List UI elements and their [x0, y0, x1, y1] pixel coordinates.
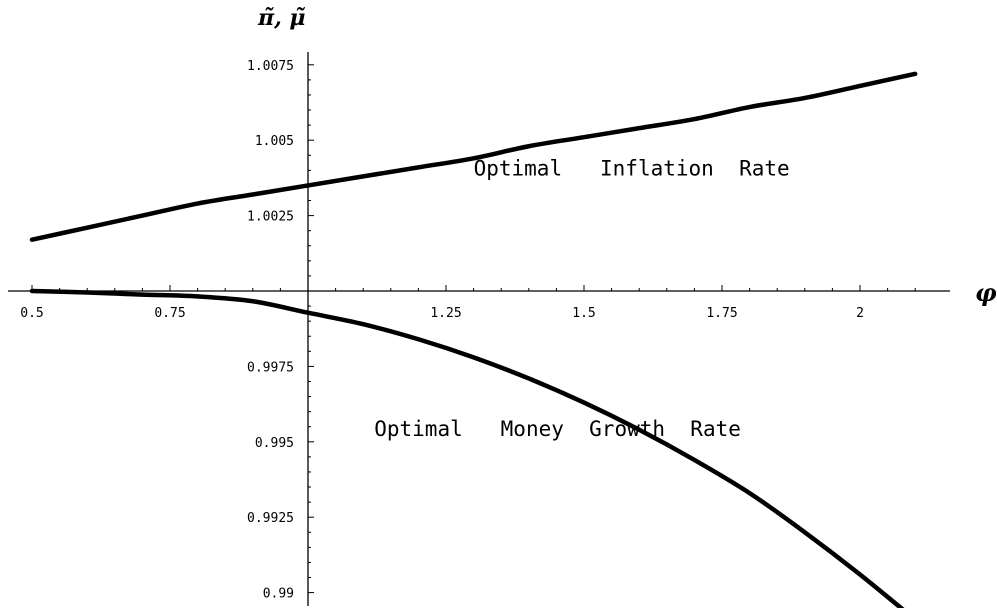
y-tick-label: 1.0025 [247, 210, 294, 225]
x-tick-label: 1.5 [572, 306, 595, 321]
series-line-inflation [29, 71, 918, 242]
axes [8, 52, 950, 606]
y-axis-label: π̃, μ̃ [257, 5, 306, 31]
series-lines [29, 71, 918, 608]
annotation-money-growth-rate: Optimal Money Growth Rate [374, 417, 741, 441]
annotation-inflation-rate: Optimal Inflation Rate [474, 156, 790, 180]
tick-labels: 0.5 0.75 1.25 1.5 1.75 2 0.99 0.9925 0.995 0.9975… [20, 59, 864, 602]
y-tick-label: 1.005 [255, 134, 294, 149]
annotations: Optimal Inflation Rate Optimal Money Grow… [374, 156, 789, 441]
x-tick-label: 2 [856, 306, 864, 321]
tick-marks [31, 64, 916, 594]
x-tick-label: 0.5 [20, 306, 43, 321]
y-tick-label: 0.995 [255, 436, 294, 451]
x-axis-label: φ [975, 278, 997, 307]
x-tick-label: 1.75 [706, 306, 737, 321]
x-tick-label: 0.75 [154, 306, 185, 321]
y-tick-label: 0.9925 [247, 511, 294, 526]
y-tick-label: 0.9975 [247, 360, 294, 375]
y-tick-label: 1.0075 [247, 59, 294, 74]
y-tick-label: 0.99 [263, 587, 294, 602]
series-line-money-growth [29, 288, 905, 608]
x-tick-label: 1.25 [430, 306, 461, 321]
